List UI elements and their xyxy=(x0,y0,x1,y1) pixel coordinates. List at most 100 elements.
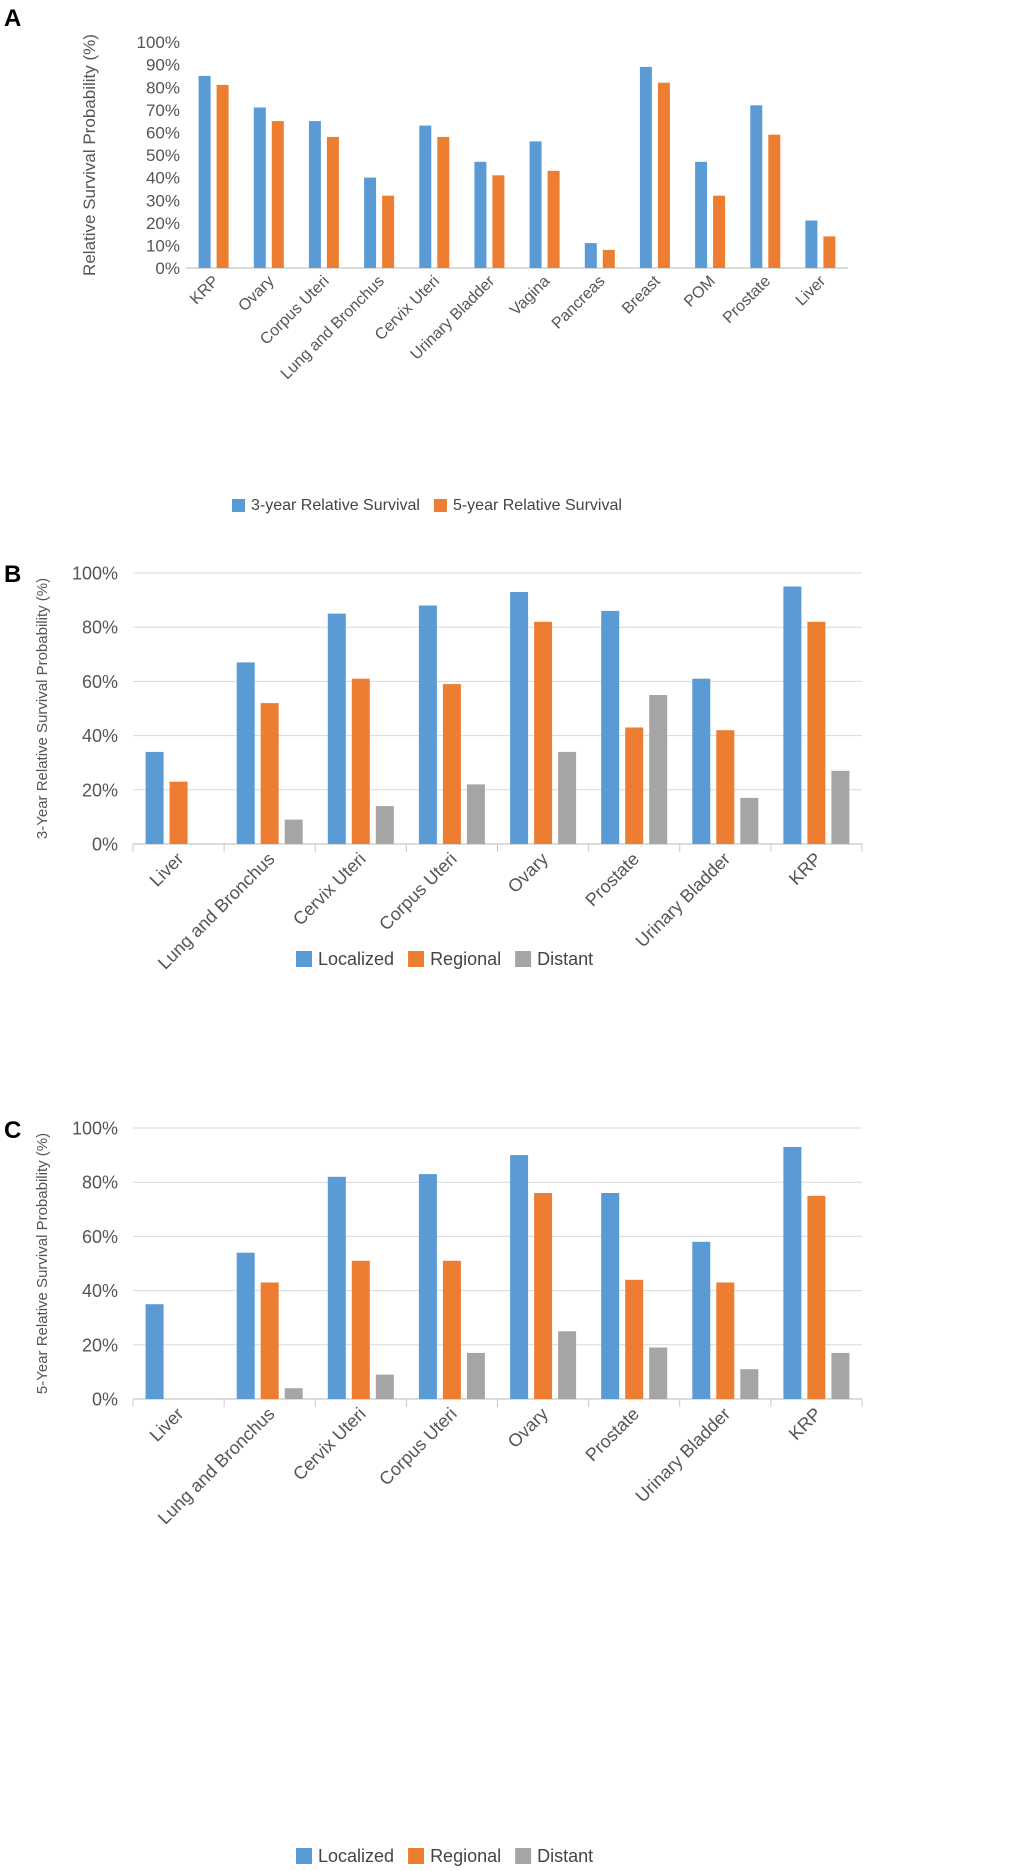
bar-a-5-year-relative-survival-1 xyxy=(271,121,284,268)
y-tick-label: 30% xyxy=(146,191,180,210)
bar-c-localized-2 xyxy=(327,1176,346,1399)
x-category-label: KRP xyxy=(785,849,825,889)
y-tick-label: 20% xyxy=(82,1335,118,1355)
bar-b-localized-0 xyxy=(145,751,164,844)
bar-c-distant-1 xyxy=(284,1388,303,1399)
bar-a-5-year-relative-survival-10 xyxy=(768,134,781,268)
bar-a-3-year-relative-survival-3 xyxy=(364,177,377,268)
y-tick-label: 100% xyxy=(137,33,180,52)
y-tick-label: 90% xyxy=(146,56,180,75)
x-category-label: Corpus Uteri xyxy=(375,1404,461,1490)
bar-b-localized-4 xyxy=(510,592,529,844)
bar-c-distant-5 xyxy=(649,1347,668,1399)
bar-a-3-year-relative-survival-0 xyxy=(198,75,211,269)
bar-b-distant-7 xyxy=(831,770,850,844)
bar-c-localized-5 xyxy=(601,1193,620,1399)
x-category-label: Pancreas xyxy=(549,273,609,333)
bar-c-localized-1 xyxy=(236,1252,255,1399)
bar-a-5-year-relative-survival-2 xyxy=(326,136,339,268)
bar-b-localized-3 xyxy=(418,605,437,844)
bar-a-5-year-relative-survival-7 xyxy=(602,249,615,268)
legend-label: Distant xyxy=(537,1846,593,1866)
y-tick-label: 40% xyxy=(82,1281,118,1301)
bar-a-3-year-relative-survival-10 xyxy=(750,105,763,268)
bar-c-localized-6 xyxy=(692,1241,711,1399)
y-axis-title: 5-Year Relative Survival Probability (%) xyxy=(34,1133,51,1394)
bar-a-3-year-relative-survival-2 xyxy=(308,121,321,268)
y-tick-label: 60% xyxy=(82,672,118,692)
y-tick-label: 80% xyxy=(82,1173,118,1193)
bar-c-regional-7 xyxy=(807,1195,826,1400)
y-tick-label: 70% xyxy=(146,101,180,120)
bar-c-distant-6 xyxy=(740,1369,759,1399)
bar-a-3-year-relative-survival-1 xyxy=(253,107,266,268)
bar-a-3-year-relative-survival-7 xyxy=(584,243,597,268)
y-tick-label: 0% xyxy=(92,1389,118,1409)
legend-swatch xyxy=(515,1848,532,1864)
x-category-label: Lung and Bronchus xyxy=(278,273,388,383)
bar-b-distant-3 xyxy=(466,784,485,844)
x-category-label: Breast xyxy=(619,272,664,317)
legend-swatch xyxy=(515,951,532,967)
bar-a-5-year-relative-survival-11 xyxy=(823,236,836,268)
bar-c-regional-1 xyxy=(260,1282,279,1399)
x-category-label: Cervix Uteri xyxy=(289,1404,370,1485)
y-tick-label: 80% xyxy=(82,618,118,638)
bar-c-distant-3 xyxy=(466,1352,485,1399)
bar-a-5-year-relative-survival-3 xyxy=(382,195,395,268)
legend-swatch xyxy=(408,951,425,967)
y-tick-label: 60% xyxy=(82,1227,118,1247)
legend-label: 3-year Relative Survival xyxy=(251,497,420,514)
legend-swatch xyxy=(433,499,447,512)
x-category-label: KRP xyxy=(785,1404,825,1444)
x-category-label: Ovary xyxy=(235,273,277,315)
y-tick-label: 60% xyxy=(146,124,180,143)
bar-c-regional-4 xyxy=(534,1193,553,1399)
legend-swatch xyxy=(296,1848,312,1864)
x-category-label: Urinary Bladder xyxy=(632,1404,735,1507)
bar-a-3-year-relative-survival-5 xyxy=(474,161,487,268)
legend-label: 5-year Relative Survival xyxy=(453,497,622,514)
bar-a-5-year-relative-survival-5 xyxy=(492,175,505,268)
y-axis-title: 3-Year Relative Survival Probability (%) xyxy=(34,578,51,839)
x-category-label: Prostate xyxy=(581,1404,643,1466)
chart-a: 0% 10% 20% 30% 40% 50% 60% 70% 80% 90% 100% KRP Ovar… xyxy=(80,33,848,514)
bar-c-regional-6 xyxy=(716,1282,735,1399)
legend-label: Localized xyxy=(318,1846,394,1866)
bar-c-localized-3 xyxy=(418,1174,437,1399)
x-category-label: Corpus Uteri xyxy=(375,849,461,935)
bar-b-distant-5 xyxy=(649,695,668,844)
bar-b-localized-7 xyxy=(783,586,802,844)
bar-b-regional-1 xyxy=(260,703,279,844)
panel-c-letter: C xyxy=(4,1117,21,1144)
y-tick-label: 0% xyxy=(155,259,180,278)
bar-c-localized-4 xyxy=(510,1155,529,1399)
bar-b-distant-6 xyxy=(740,797,759,844)
panel-a-letter: A xyxy=(4,5,21,32)
bar-a-5-year-relative-survival-4 xyxy=(437,136,450,268)
x-category-label: Liver xyxy=(793,272,830,309)
bar-b-localized-1 xyxy=(236,662,255,844)
bar-b-regional-3 xyxy=(442,684,461,844)
x-category-label: Prostate xyxy=(720,273,774,327)
bar-c-distant-4 xyxy=(558,1331,577,1400)
x-category-label: Liver xyxy=(146,849,188,891)
legend-label: Regional xyxy=(430,949,501,969)
bar-c-distant-7 xyxy=(831,1352,850,1399)
bar-b-distant-1 xyxy=(284,819,303,844)
legend-label: Localized xyxy=(318,949,394,969)
x-category-label: POM xyxy=(681,273,719,311)
bar-b-regional-6 xyxy=(716,730,735,844)
bar-c-distant-2 xyxy=(375,1374,394,1399)
bar-b-regional-2 xyxy=(351,678,370,844)
bar-a-3-year-relative-survival-9 xyxy=(695,161,708,268)
bar-a-3-year-relative-survival-4 xyxy=(419,125,432,268)
bar-a-5-year-relative-survival-8 xyxy=(657,82,670,268)
y-tick-label: 40% xyxy=(82,726,118,746)
y-axis-title: Relative Survival Probability (%) xyxy=(80,34,99,276)
bar-b-regional-7 xyxy=(807,621,826,844)
y-tick-label: 0% xyxy=(92,834,118,854)
